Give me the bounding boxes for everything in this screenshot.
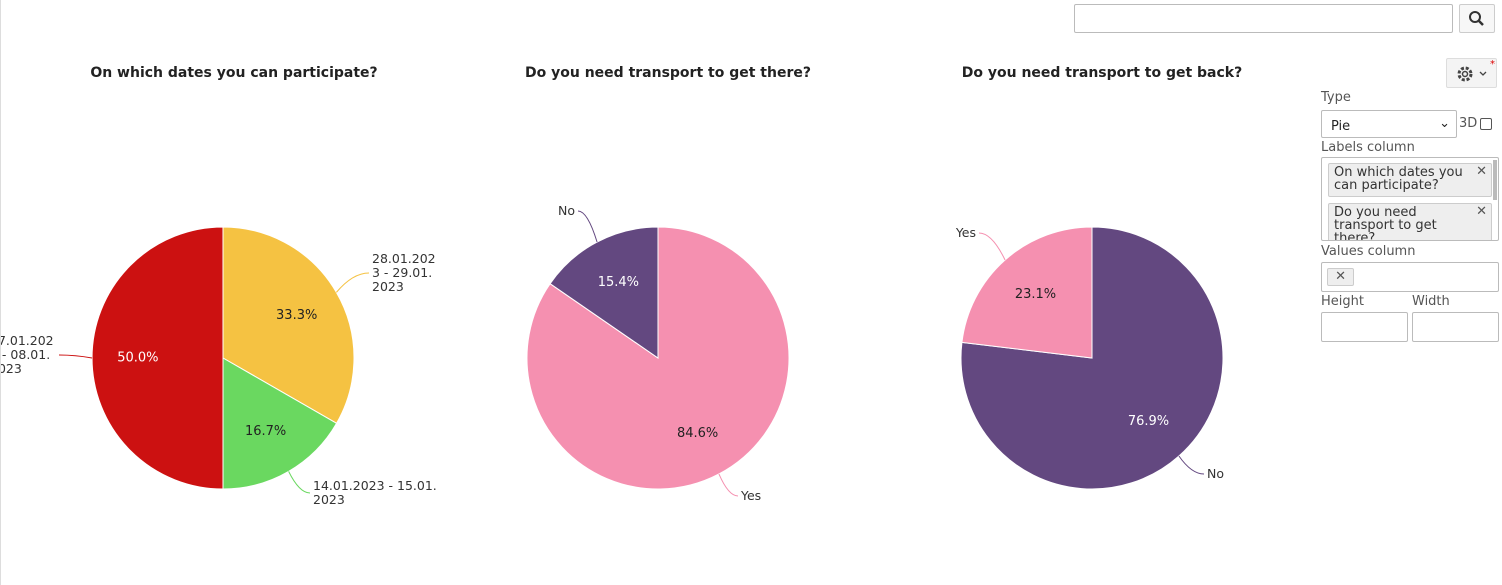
- search-icon: [1469, 11, 1484, 26]
- chip-remove[interactable]: ✕: [1335, 269, 1346, 284]
- charts: On which dates you can participate? 33.3%…: [58, 65, 1242, 497]
- slice-category-label: 07.01.2023 - 08.01.2023: [0, 333, 54, 376]
- search-input[interactable]: [1074, 4, 1453, 33]
- pie-slice: [222, 226, 355, 424]
- values-column-label: Values column: [1321, 244, 1416, 259]
- chip-remove[interactable]: ✕: [1476, 204, 1487, 219]
- type-label: Type: [1321, 90, 1351, 105]
- chart-title: On which dates you can participate?: [90, 65, 377, 81]
- leader-line: [577, 210, 598, 243]
- type-select[interactable]: Pie ⌄: [1321, 110, 1457, 138]
- chip-remove[interactable]: ✕: [1476, 164, 1487, 179]
- leader-line: [718, 473, 739, 497]
- 3d-label: 3D: [1459, 116, 1478, 131]
- slice-value-label: 84.6%: [677, 426, 718, 441]
- chip-text: Do you need transport to get there?: [1334, 205, 1437, 241]
- pie-slice: [222, 357, 338, 490]
- slice-value-label: 33.3%: [276, 308, 317, 323]
- svg-text:*: *: [1490, 59, 1495, 70]
- width-label: Width: [1412, 294, 1450, 309]
- height-input[interactable]: [1321, 312, 1408, 342]
- label-chip[interactable]: Do you need transport to get there? ✕: [1328, 203, 1492, 241]
- slice-value-label: 23.1%: [1015, 287, 1056, 302]
- gear-icon: *: [1457, 59, 1495, 82]
- chart-title: Do you need transport to get there?: [525, 65, 811, 81]
- leader-line: [288, 471, 311, 494]
- search-button[interactable]: [1459, 4, 1495, 33]
- label-chip[interactable]: On which dates you can participate? ✕: [1328, 163, 1492, 197]
- height-label: Height: [1321, 294, 1364, 309]
- slice-value-label: 16.7%: [245, 424, 286, 439]
- slice-category-label: No: [1207, 466, 1224, 481]
- leader-line: [1178, 455, 1205, 475]
- 3d-checkbox[interactable]: [1480, 118, 1492, 130]
- slice-value-label: 15.4%: [598, 275, 639, 290]
- leader-line: [335, 272, 370, 293]
- leader-line: [58, 354, 93, 359]
- width-input[interactable]: [1412, 312, 1499, 342]
- settings-button[interactable]: *: [1446, 58, 1497, 88]
- values-column-box[interactable]: ✕: [1321, 262, 1499, 292]
- slice-category-label: No: [558, 203, 575, 218]
- leader-line: [978, 232, 1006, 261]
- chip-text: On which dates you can participate?: [1334, 165, 1463, 193]
- slice-category-label: Yes: [955, 225, 976, 240]
- slice-value-label: 50.0%: [117, 351, 158, 366]
- chart-title: Do you need transport to get back?: [962, 65, 1242, 81]
- slice-value-label: 76.9%: [1128, 414, 1169, 429]
- value-chip[interactable]: ✕: [1327, 268, 1354, 286]
- pie-slice: [549, 226, 659, 359]
- scrollbar: [1493, 160, 1497, 200]
- slice-category-label: 14.01.2023 - 15.01.2023: [313, 478, 437, 507]
- labels-column-box: On which dates you can participate? ✕ Do …: [1321, 157, 1499, 241]
- type-value: Pie: [1331, 119, 1351, 134]
- slice-category-label: 28.01.2023 - 29.01.2023: [372, 251, 436, 294]
- labels-column-label: Labels column: [1321, 140, 1415, 155]
- slice-category-label: Yes: [741, 488, 762, 503]
- select-arrow: ⌄: [1439, 116, 1450, 131]
